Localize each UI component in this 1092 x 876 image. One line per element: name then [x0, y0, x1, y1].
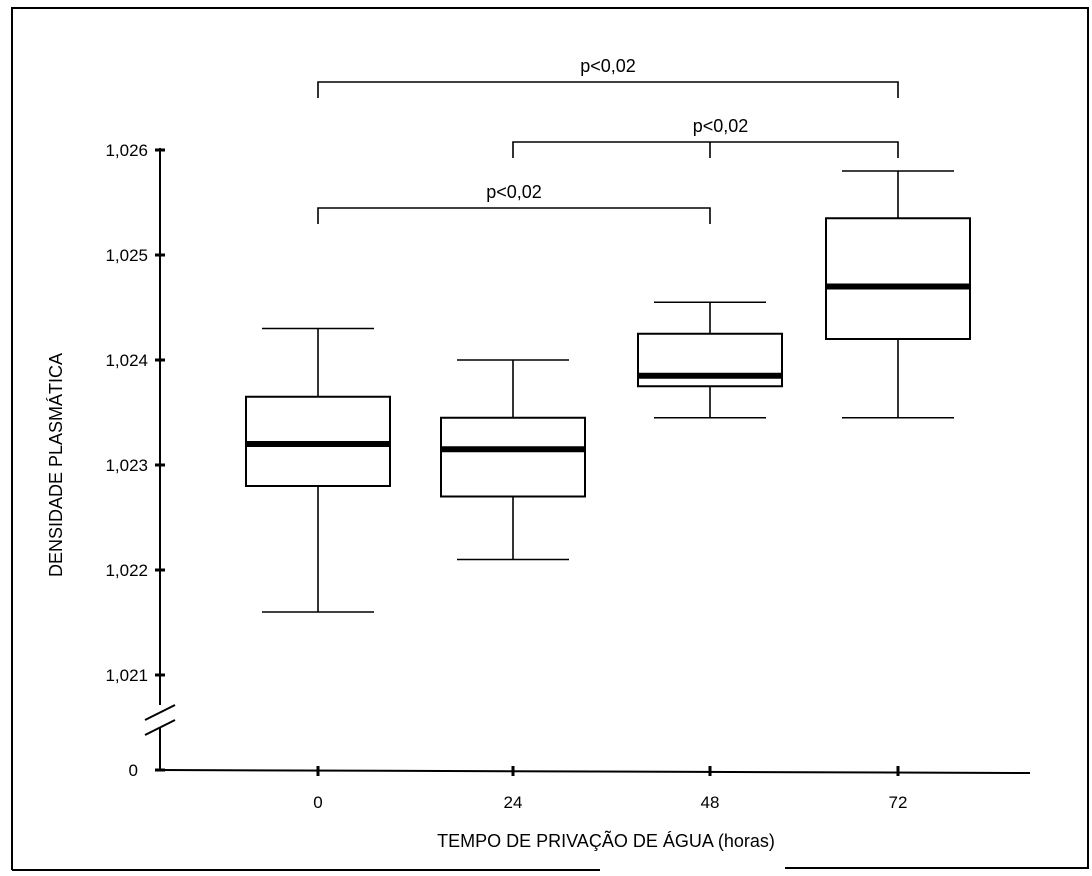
- bracket-line: [317, 81, 899, 98]
- x-axis-title: TEMPO DE PRIVAÇÃO DE ÁGUA (horas): [437, 830, 775, 851]
- y-tick-label: 1,025: [105, 246, 148, 265]
- y-tick-label: 1,024: [105, 351, 148, 370]
- figure-frame: [11, 7, 1089, 870]
- x-axis: [159, 769, 1031, 774]
- x-tick-label: 24: [504, 793, 523, 812]
- box-group: [440, 359, 586, 561]
- y-tick-label: 1,021: [105, 666, 148, 685]
- axis-break-mark-1: [144, 704, 176, 721]
- y-tick-label: 1,022: [105, 561, 148, 580]
- x-tick-label: 48: [701, 793, 720, 812]
- p-value-label: p<0,02: [693, 116, 749, 136]
- box-group: [637, 301, 783, 419]
- x-tick-label: 72: [889, 793, 908, 812]
- significance-bracket: p<0,02: [317, 56, 899, 98]
- significance-bracket: p<0,02: [317, 182, 711, 224]
- y-ticks: 1,026 1,025 1,024 1,023 1,022 1,021 0: [105, 141, 165, 780]
- y-tick-label: 1,026: [105, 141, 148, 160]
- bracket-line: [317, 207, 711, 224]
- boxes: [245, 170, 971, 613]
- iqr-box: [440, 416, 586, 498]
- x-tick-label: 0: [313, 793, 322, 812]
- y-axis: [144, 148, 176, 770]
- iqr-box: [825, 217, 971, 340]
- p-value-label: p<0,02: [486, 182, 542, 202]
- significance-bracket: p<0,02: [512, 116, 899, 158]
- bracket-line: [512, 141, 899, 158]
- y-tick-label: 0: [129, 761, 138, 780]
- box-group: [825, 170, 971, 419]
- y-tick-label: 1,023: [105, 456, 148, 475]
- axis-break-mark-2: [144, 719, 176, 736]
- box-group: [245, 327, 391, 613]
- y-axis-title: DENSIDADE PLASMÁTICA: [46, 353, 66, 577]
- p-value-label: p<0,02: [580, 56, 636, 76]
- significance-brackets: p<0,02 p<0,02 p<0,02: [317, 56, 899, 224]
- x-ticks: 0 24 48 72: [313, 766, 907, 812]
